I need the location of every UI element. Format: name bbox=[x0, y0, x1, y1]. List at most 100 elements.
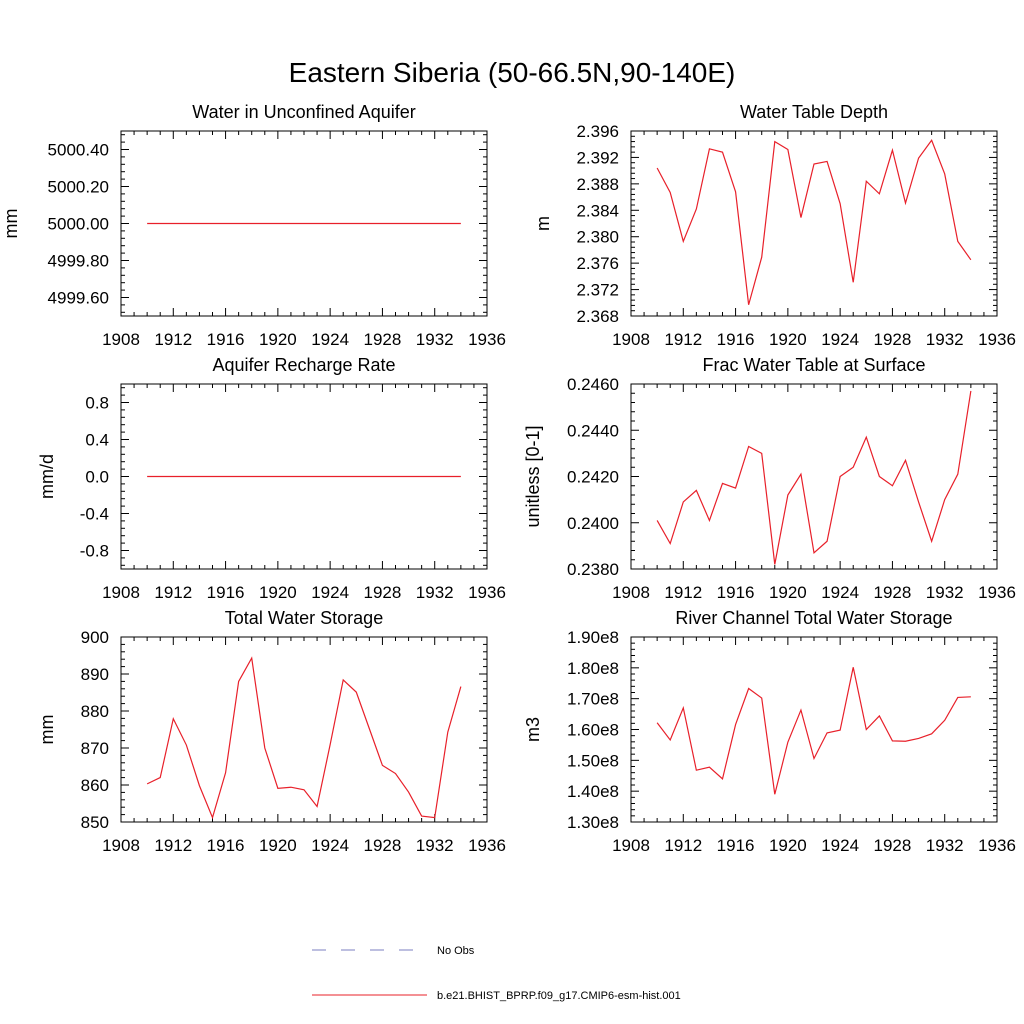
x-tick-label: 1912 bbox=[664, 330, 702, 349]
y-axis-label: m bbox=[533, 216, 553, 231]
x-tick-label: 1920 bbox=[769, 330, 807, 349]
x-tick-label: 1912 bbox=[154, 836, 192, 855]
x-tick-label: 1916 bbox=[207, 330, 245, 349]
panels: Water in Unconfined Aquifer mm 1908 1912 191… bbox=[1, 102, 1016, 855]
x-tick-label: 1924 bbox=[821, 330, 859, 349]
y-tick-label: 2.388 bbox=[576, 175, 619, 194]
y-tick-label: 2.372 bbox=[576, 281, 619, 300]
x-tick-label: 1920 bbox=[259, 583, 297, 602]
x-tick-label: 1932 bbox=[416, 330, 454, 349]
y-tick-label: 1.70e8 bbox=[567, 690, 619, 709]
x-tick-label: 1932 bbox=[926, 836, 964, 855]
legend-label: No Obs bbox=[437, 945, 475, 957]
y-tick-label: 1.90e8 bbox=[567, 628, 619, 647]
legend-label: b.e21.BHIST_BPRP.f09_g17.CMIP6-esm-hist.… bbox=[437, 990, 681, 1002]
chart-panel-4: Frac Water Table at Surface unitless [0-1… bbox=[523, 355, 1016, 602]
x-tick-label: 1928 bbox=[874, 330, 912, 349]
x-tick-label: 1932 bbox=[926, 583, 964, 602]
x-tick-label: 1908 bbox=[102, 836, 140, 855]
x-tick-label: 1928 bbox=[874, 836, 912, 855]
y-tick-label: 4999.60 bbox=[48, 289, 109, 308]
x-tick-label: 1936 bbox=[468, 330, 506, 349]
x-tick-label: 1916 bbox=[717, 330, 755, 349]
y-tick-label: 5000.40 bbox=[48, 141, 109, 160]
x-tick-label: 1916 bbox=[717, 583, 755, 602]
x-tick-label: 1916 bbox=[717, 836, 755, 855]
y-tick-label: 1.40e8 bbox=[567, 782, 619, 801]
figure-title: Eastern Siberia (50-66.5N,90-140E) bbox=[289, 57, 736, 88]
x-tick-label: 1912 bbox=[154, 583, 192, 602]
panel-title: Water in Unconfined Aquifer bbox=[192, 102, 415, 122]
series-line bbox=[146, 656, 462, 820]
y-tick-label: 860 bbox=[81, 776, 109, 795]
panel-title: Frac Water Table at Surface bbox=[702, 355, 925, 375]
x-tick-label: 1936 bbox=[978, 330, 1016, 349]
y-tick-label: 2.380 bbox=[576, 228, 619, 247]
series-line bbox=[656, 139, 972, 305]
y-tick-label: 890 bbox=[81, 665, 109, 684]
x-tick-label: 1924 bbox=[311, 583, 349, 602]
x-tick-label: 1920 bbox=[769, 836, 807, 855]
y-tick-label: 0.2380 bbox=[567, 560, 619, 579]
panel-title: River Channel Total Water Storage bbox=[675, 608, 952, 628]
x-tick-label: 1908 bbox=[102, 583, 140, 602]
x-tick-label: 1912 bbox=[664, 836, 702, 855]
chart-panel-3: Aquifer Recharge Rate mm/d 1908 1912 1916 192… bbox=[37, 355, 506, 602]
y-tick-label: 1.80e8 bbox=[567, 659, 619, 678]
x-tick-label: 1916 bbox=[207, 583, 245, 602]
x-tick-label: 1932 bbox=[926, 330, 964, 349]
y-tick-label: 5000.00 bbox=[48, 215, 109, 234]
plot-frame bbox=[120, 636, 488, 823]
y-tick-label: 1.60e8 bbox=[567, 721, 619, 740]
x-tick-label: 1920 bbox=[259, 330, 297, 349]
x-tick-label: 1928 bbox=[874, 583, 912, 602]
y-axis-label: mm bbox=[1, 209, 21, 239]
x-tick-label: 1936 bbox=[468, 836, 506, 855]
y-tick-label: 2.392 bbox=[576, 148, 619, 167]
x-tick-label: 1908 bbox=[612, 330, 650, 349]
y-axis-label: mm/d bbox=[37, 454, 57, 499]
x-tick-label: 1928 bbox=[364, 836, 402, 855]
y-tick-label: 4999.80 bbox=[48, 252, 109, 271]
legend-item-2: b.e21.BHIST_BPRP.f09_g17.CMIP6-esm-hist.… bbox=[312, 990, 681, 1002]
y-tick-label: 850 bbox=[81, 813, 109, 832]
y-axis-label: mm bbox=[37, 715, 57, 745]
x-tick-label: 1916 bbox=[207, 836, 245, 855]
x-tick-label: 1912 bbox=[154, 330, 192, 349]
x-tick-label: 1920 bbox=[259, 836, 297, 855]
x-tick-label: 1924 bbox=[821, 583, 859, 602]
plot-frame bbox=[630, 636, 998, 823]
y-tick-label: -0.8 bbox=[80, 542, 109, 561]
y-tick-label: -0.4 bbox=[80, 505, 109, 524]
chart-panel-5: Total Water Storage mm 1908 1912 1916 1920 192… bbox=[37, 608, 506, 855]
series-line bbox=[656, 667, 971, 795]
x-tick-label: 1912 bbox=[664, 583, 702, 602]
legend-item-1: No Obs bbox=[312, 945, 475, 957]
y-tick-label: 2.396 bbox=[576, 122, 619, 141]
y-tick-label: 1.50e8 bbox=[567, 751, 619, 770]
x-tick-label: 1924 bbox=[311, 330, 349, 349]
x-tick-label: 1908 bbox=[612, 583, 650, 602]
y-tick-label: 0.2420 bbox=[567, 468, 619, 487]
y-tick-label: 0.2400 bbox=[567, 514, 619, 533]
y-tick-label: 5000.20 bbox=[48, 178, 109, 197]
y-tick-label: 0.2460 bbox=[567, 375, 619, 394]
x-tick-label: 1908 bbox=[102, 330, 140, 349]
y-tick-label: 2.368 bbox=[576, 307, 619, 326]
y-tick-label: 0.2440 bbox=[567, 421, 619, 440]
y-tick-label: 2.384 bbox=[576, 201, 619, 220]
y-tick-label: 900 bbox=[81, 628, 109, 647]
plot-frame bbox=[630, 130, 998, 317]
y-tick-label: 0.8 bbox=[85, 394, 109, 413]
x-tick-label: 1932 bbox=[416, 583, 454, 602]
y-axis-label: m3 bbox=[523, 717, 543, 742]
x-tick-label: 1932 bbox=[416, 836, 454, 855]
panel-title: Aquifer Recharge Rate bbox=[212, 355, 395, 375]
x-tick-label: 1936 bbox=[978, 583, 1016, 602]
y-tick-label: 870 bbox=[81, 739, 109, 758]
chart-panel-1: Water in Unconfined Aquifer mm 1908 1912 191… bbox=[1, 102, 506, 349]
x-tick-label: 1936 bbox=[468, 583, 506, 602]
series-line bbox=[656, 390, 972, 565]
y-tick-label: 880 bbox=[81, 702, 109, 721]
